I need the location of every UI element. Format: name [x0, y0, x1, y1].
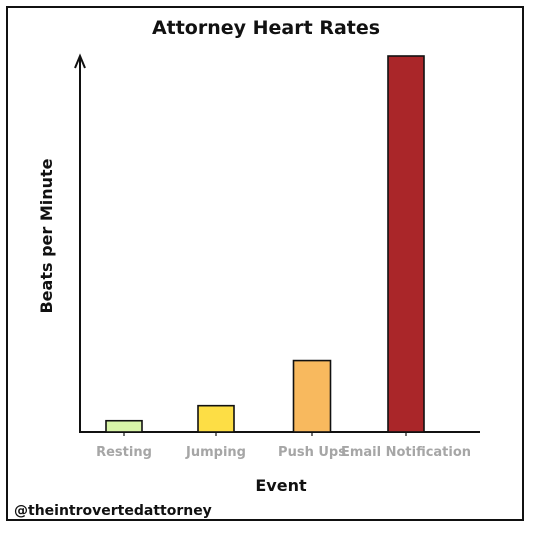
bar-resting — [105, 419, 143, 433]
bars-group — [105, 55, 425, 433]
x-axis-title: Event — [255, 476, 307, 495]
chart-title: Attorney Heart Rates — [152, 17, 380, 39]
x-tick-label: Resting — [96, 445, 152, 460]
y-axis-arrow — [74, 53, 86, 69]
bar-jumping — [197, 404, 235, 433]
x-tick-label: Email Notification — [341, 445, 471, 460]
x-tick-label: Jumping — [185, 445, 246, 460]
author-credit: @theintrovertedattorney — [14, 503, 212, 519]
bar-push-ups — [292, 359, 332, 433]
chart-frame — [6, 6, 524, 521]
y-axis-title: Beats per Minute — [37, 158, 56, 313]
bar-email-notification — [387, 55, 425, 433]
x-tick-label: Push Ups — [278, 445, 346, 460]
